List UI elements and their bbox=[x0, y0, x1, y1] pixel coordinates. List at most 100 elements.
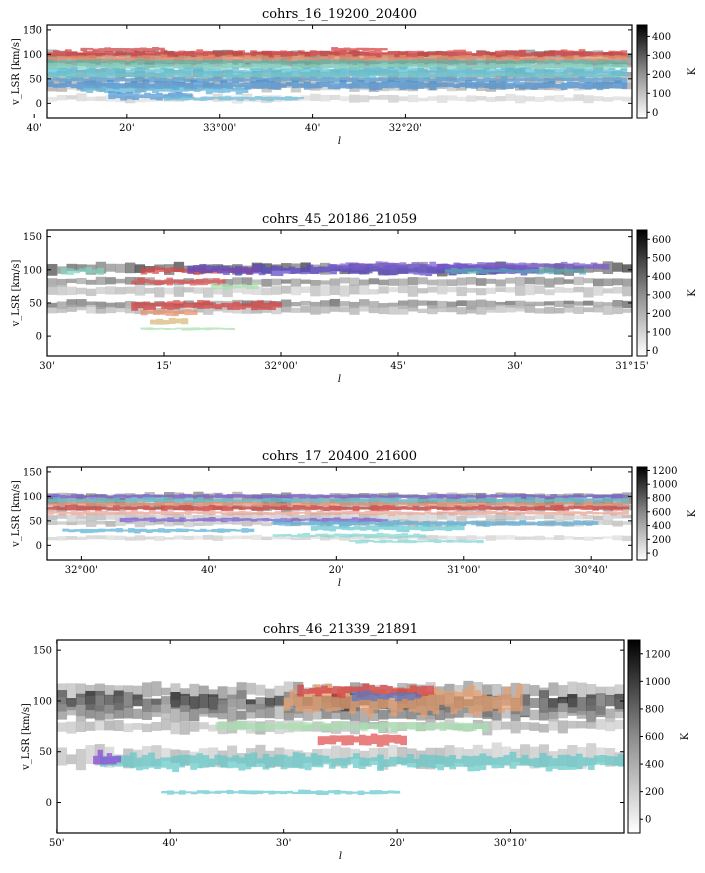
y-tick-label: 0 bbox=[36, 99, 42, 110]
clump bbox=[310, 524, 465, 533]
clump bbox=[80, 85, 249, 95]
clump bbox=[349, 539, 484, 544]
x-tick-label: 32°00' bbox=[264, 361, 297, 372]
x-tick-label: 33°00' bbox=[203, 123, 236, 134]
colorbar-label: K bbox=[687, 67, 698, 75]
chart-title: cohrs_46_21339_21891 bbox=[263, 622, 418, 637]
colorbar bbox=[636, 466, 648, 561]
clump bbox=[47, 67, 628, 76]
y-tick-label: 0 bbox=[36, 332, 42, 343]
clump bbox=[297, 683, 435, 698]
chart-title: cohrs_16_19200_20400 bbox=[262, 7, 417, 22]
clump bbox=[47, 510, 629, 516]
clump bbox=[161, 789, 401, 796]
colorbar-tick-label: 600 bbox=[652, 235, 671, 246]
x-axis-label: l bbox=[339, 851, 342, 862]
x-tick-label: 31°15' bbox=[615, 361, 648, 372]
y-tick-label: 150 bbox=[23, 467, 42, 478]
clump bbox=[131, 277, 226, 286]
clump bbox=[164, 95, 305, 102]
y-axis-label: v_LSR [km/s] bbox=[11, 38, 22, 106]
x-tick-label: 50' bbox=[49, 838, 64, 849]
colorbar-tick-label: 400 bbox=[652, 272, 671, 283]
colorbar-tick-label: 400 bbox=[652, 521, 671, 532]
colorbar-tick-label: 300 bbox=[652, 290, 671, 301]
axes-frame bbox=[46, 24, 633, 119]
x-tick-label: 32°00' bbox=[65, 565, 98, 576]
y-tick-label: 0 bbox=[36, 541, 42, 552]
y-axis-label: v_LSR [km/s] bbox=[11, 480, 22, 548]
x-tick-label: 20' bbox=[329, 565, 344, 576]
clump bbox=[210, 282, 259, 291]
clump bbox=[215, 720, 489, 733]
clump bbox=[140, 327, 235, 331]
colorbar-tick-label: 100 bbox=[652, 89, 671, 100]
y-axis-label: v_LSR [km/s] bbox=[21, 703, 32, 771]
clump bbox=[47, 49, 628, 59]
x-tick-label: 30' bbox=[507, 361, 522, 372]
axes-frame bbox=[56, 639, 625, 834]
clump bbox=[272, 532, 427, 539]
chart-title: cohrs_17_20400_21600 bbox=[262, 449, 417, 464]
plot-area bbox=[57, 680, 624, 796]
colorbar-tick-label: 200 bbox=[652, 535, 671, 546]
y-tick-label: 50 bbox=[29, 298, 42, 309]
colorbar-tick-label: 400 bbox=[652, 32, 671, 43]
colorbar-label: K bbox=[687, 509, 698, 517]
clump bbox=[47, 70, 628, 80]
x-tick-label: 31°00' bbox=[447, 565, 480, 576]
clump bbox=[327, 261, 610, 271]
clump bbox=[317, 733, 407, 747]
y-tick-label: 50 bbox=[39, 747, 52, 758]
clump bbox=[149, 317, 189, 325]
panel-2: cohrs_45_20186_21059 0 50 100 150 v_LSR [km/s… bbox=[11, 212, 698, 385]
x-tick-label: 30' bbox=[39, 361, 54, 372]
clump bbox=[47, 493, 629, 500]
emission-band bbox=[47, 511, 632, 522]
colorbar bbox=[627, 639, 641, 834]
x-tick-label: 40' bbox=[201, 565, 216, 576]
colorbar-tick-label: 0 bbox=[652, 108, 658, 119]
clump bbox=[47, 496, 629, 504]
clump bbox=[93, 749, 122, 765]
colorbar-label: K bbox=[687, 289, 698, 297]
x-tick-label: 40' bbox=[305, 123, 320, 134]
colorbar-tick-label: 300 bbox=[652, 51, 671, 62]
y-tick-label: 150 bbox=[33, 646, 52, 657]
colorbar-tick-label: 600 bbox=[652, 507, 671, 518]
axes-frame bbox=[46, 229, 633, 357]
clump bbox=[272, 519, 599, 527]
x-tick-label: 40' bbox=[162, 838, 177, 849]
emission-band bbox=[47, 284, 632, 298]
axes-frame bbox=[46, 466, 633, 561]
x-tick-label: 30°40' bbox=[575, 565, 608, 576]
x-axis-label: l bbox=[338, 578, 341, 589]
colorbar-tick-label: 0 bbox=[652, 346, 658, 357]
y-tick-label: 100 bbox=[23, 50, 42, 61]
panel-4: cohrs_46_21339_21891 0 50 100 150 v_LSR [km/s… bbox=[21, 622, 691, 862]
clump bbox=[444, 267, 586, 275]
x-tick-label: 45' bbox=[390, 361, 405, 372]
x-tick-label: 32°20' bbox=[389, 123, 422, 134]
colorbar-tick-label: 1200 bbox=[645, 649, 670, 660]
colorbar-tick-label: 100 bbox=[652, 327, 671, 338]
colorbar-tick-label: 200 bbox=[652, 70, 671, 81]
y-tick-label: 100 bbox=[33, 696, 52, 707]
colorbar-tick-label: 200 bbox=[652, 309, 671, 320]
clump bbox=[47, 54, 628, 63]
x-tick-label: 20' bbox=[389, 838, 404, 849]
chart-title: cohrs_45_20186_21059 bbox=[262, 212, 417, 227]
clump bbox=[47, 58, 628, 66]
y-tick-label: 100 bbox=[23, 265, 42, 276]
colorbar-tick-label: 0 bbox=[645, 815, 651, 826]
clump bbox=[140, 309, 198, 317]
clump bbox=[331, 47, 388, 52]
x-tick-label: 20' bbox=[119, 123, 134, 134]
clump bbox=[47, 62, 628, 71]
clump bbox=[61, 267, 104, 275]
colorbar-tick-label: 500 bbox=[652, 253, 671, 264]
clump bbox=[47, 76, 628, 84]
